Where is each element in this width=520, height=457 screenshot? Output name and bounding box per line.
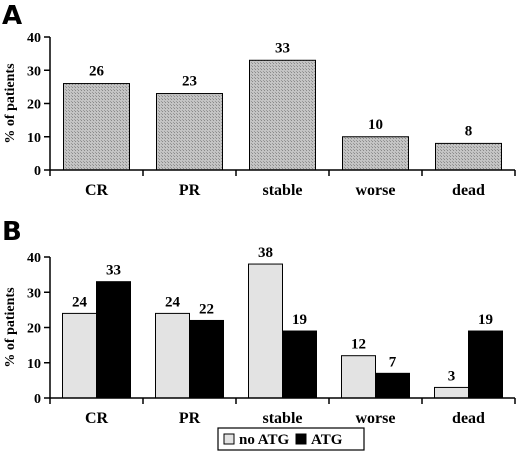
chart-b-bar-PR-atg bbox=[189, 319, 224, 399]
chart-a-bar-worse bbox=[342, 136, 409, 171]
legend-swatch-no-atg bbox=[223, 433, 235, 445]
chart-b-bar-stable-atg bbox=[282, 330, 317, 399]
chart-b-data-label: 12 bbox=[351, 337, 366, 353]
chart-b-data-label: 33 bbox=[106, 263, 121, 279]
chart-a-y-tick-label: 10 bbox=[27, 131, 41, 146]
chart-a-x-tick-label: PR bbox=[179, 182, 201, 199]
chart-a-data-label: 10 bbox=[368, 117, 383, 133]
legend-swatch-atg bbox=[295, 433, 307, 445]
chart-b-y-tick-label: 0 bbox=[34, 392, 41, 407]
chart-a-data-label: 23 bbox=[182, 74, 197, 90]
chart-b-data-label: 22 bbox=[199, 301, 214, 317]
chart-b-bar-stable-no-atg bbox=[248, 263, 283, 399]
chart-b-legend: no ATG ATG bbox=[217, 427, 365, 451]
chart-b-data-label: 24 bbox=[165, 294, 181, 310]
legend-label-atg: ATG bbox=[311, 432, 343, 448]
panel-label-b: B bbox=[2, 217, 22, 247]
chart-b-bar-CR-no-atg bbox=[62, 312, 97, 399]
chart-a-y-tick-label: 30 bbox=[27, 64, 41, 79]
chart-b-bar-dead-no-atg bbox=[434, 386, 469, 399]
chart-a-y-tick-label: 20 bbox=[27, 98, 41, 113]
panel-label-a: A bbox=[2, 1, 22, 31]
chart-a-bar-dead bbox=[435, 142, 502, 171]
chart-b-data-label: 3 bbox=[448, 368, 456, 384]
legend-box bbox=[217, 427, 365, 451]
chart-b-bar-PR-no-atg bbox=[155, 312, 190, 399]
chart-b-data-label: 19 bbox=[478, 312, 493, 328]
chart-b-bar-dead-atg bbox=[468, 330, 503, 399]
chart-a: % of patients 0 10 20 30 40 26 CR 23 PR 33 stable 10… bbox=[3, 31, 516, 199]
chart-b-bar-worse-atg bbox=[375, 372, 410, 399]
chart-a-data-label: 26 bbox=[89, 64, 105, 80]
chart-a-x-tick-label: worse bbox=[356, 182, 396, 199]
chart-a-bar-PR bbox=[156, 93, 223, 171]
chart-b-y-tick-label: 40 bbox=[27, 251, 41, 266]
chart-a-y-axis-label: % of patients bbox=[3, 63, 18, 144]
chart-b-x-tick-label: CR bbox=[85, 410, 109, 427]
chart-a-data-label: 8 bbox=[465, 123, 473, 139]
chart-b-bar-CR-atg bbox=[96, 281, 131, 399]
chart-b-y-tick-label: 30 bbox=[27, 286, 41, 301]
chart-b-x-tick-label: PR bbox=[179, 410, 201, 427]
chart-a-y-tick-label: 40 bbox=[27, 31, 41, 46]
chart-b-x-tick-label: worse bbox=[356, 410, 396, 427]
chart-b-data-label: 7 bbox=[389, 354, 397, 370]
chart-a-data-label: 33 bbox=[275, 40, 290, 56]
chart-b-x-tick-label: dead bbox=[452, 410, 485, 427]
chart-b-data-label: 24 bbox=[72, 294, 88, 310]
chart-b-bar-worse-no-atg bbox=[341, 355, 376, 399]
chart-a-y-tick-label: 0 bbox=[34, 164, 41, 179]
chart-a-bar-stable bbox=[249, 59, 316, 171]
chart-a-bar-CR bbox=[63, 83, 130, 171]
chart-b-y-axis-label: % of patients bbox=[3, 287, 18, 368]
chart-b-data-label: 19 bbox=[292, 312, 307, 328]
legend-label-no-atg: no ATG bbox=[239, 432, 289, 448]
chart-b-y-tick-label: 20 bbox=[27, 322, 41, 337]
chart-a-x-tick-label: CR bbox=[85, 182, 109, 199]
chart-a-x-tick-label: stable bbox=[263, 182, 303, 199]
chart-b-x-tick-label: stable bbox=[263, 410, 303, 427]
chart-b-data-label: 38 bbox=[258, 245, 273, 261]
chart-a-x-tick-label: dead bbox=[452, 182, 485, 199]
chart-b: % of patients 0 10 20 30 40 24 33 CR 24 22 PR 38 19 st… bbox=[3, 245, 516, 451]
chart-b-y-tick-label: 10 bbox=[27, 357, 41, 372]
